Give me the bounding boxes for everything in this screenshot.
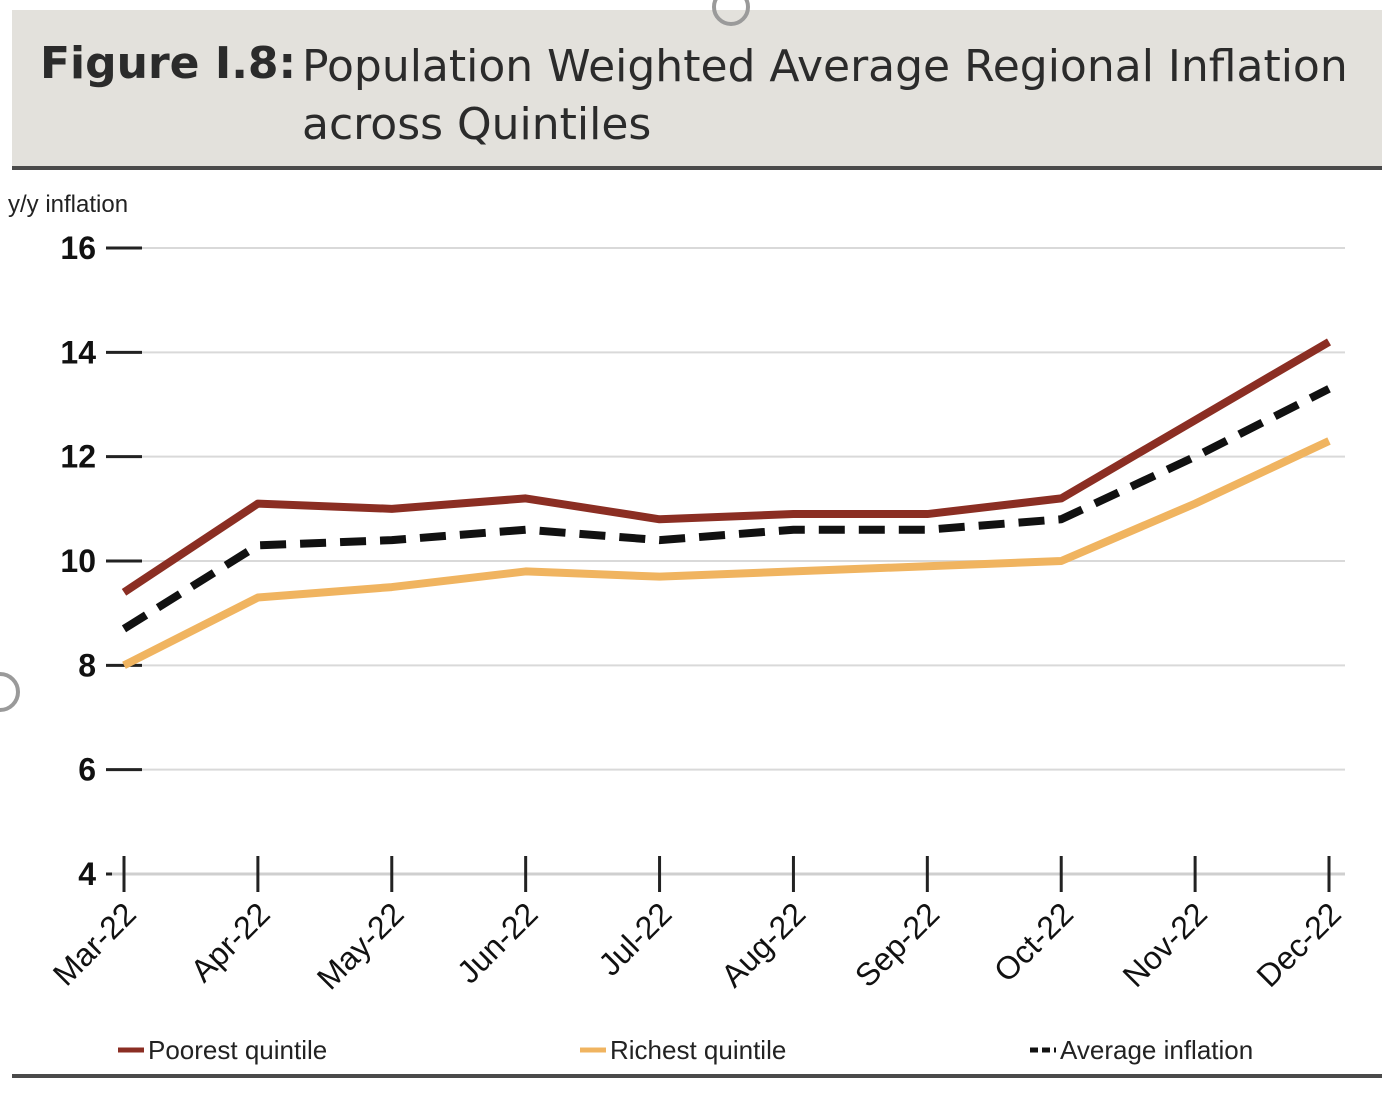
bottom-divider [12,1074,1382,1078]
series-line-richest-quintile [122,437,1331,669]
figure-title: Population Weighted Average Regional Inf… [302,41,1348,150]
series-line-average-inflation [121,385,1331,633]
top-handle-icon [712,0,750,26]
series-line-poorest-quintile [121,338,1332,596]
y-axis-label: y/y inflation [8,191,128,218]
x-tick-label: Dec-22 [1250,895,1348,993]
x-tick-label: Jun-22 [450,895,545,990]
x-tick-label: Apr-22 [183,895,276,988]
x-tick-label: Sep-22 [848,895,946,993]
legend-label: Poorest quintile [148,1035,327,1065]
y-tick-label: 14 [60,334,96,370]
x-tick-label: Aug-22 [714,895,812,993]
x-tick-label: May-22 [310,895,411,996]
x-tick-label: Mar-22 [46,895,143,992]
legend-label: Richest quintile [610,1035,786,1065]
y-tick-label: 4 [78,856,96,892]
x-tick-label: Oct-22 [987,895,1080,988]
y-tick-label: 16 [60,230,96,266]
y-tick-label: 6 [78,752,96,788]
y-tick-label: 8 [78,647,96,683]
x-tick-label: Jul-22 [591,895,678,982]
legend-label: Average inflation [1060,1035,1253,1065]
y-tick-label: 10 [60,543,96,579]
x-tick-label: Nov-22 [1116,895,1214,993]
figure-header: Figure I.8: Population Weighted Average … [12,10,1382,170]
figure-label: Figure I.8: [40,38,297,89]
y-tick-label: 12 [60,439,96,475]
